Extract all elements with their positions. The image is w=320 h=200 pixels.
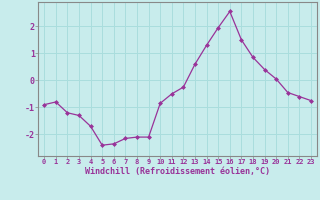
X-axis label: Windchill (Refroidissement éolien,°C): Windchill (Refroidissement éolien,°C) [85, 167, 270, 176]
